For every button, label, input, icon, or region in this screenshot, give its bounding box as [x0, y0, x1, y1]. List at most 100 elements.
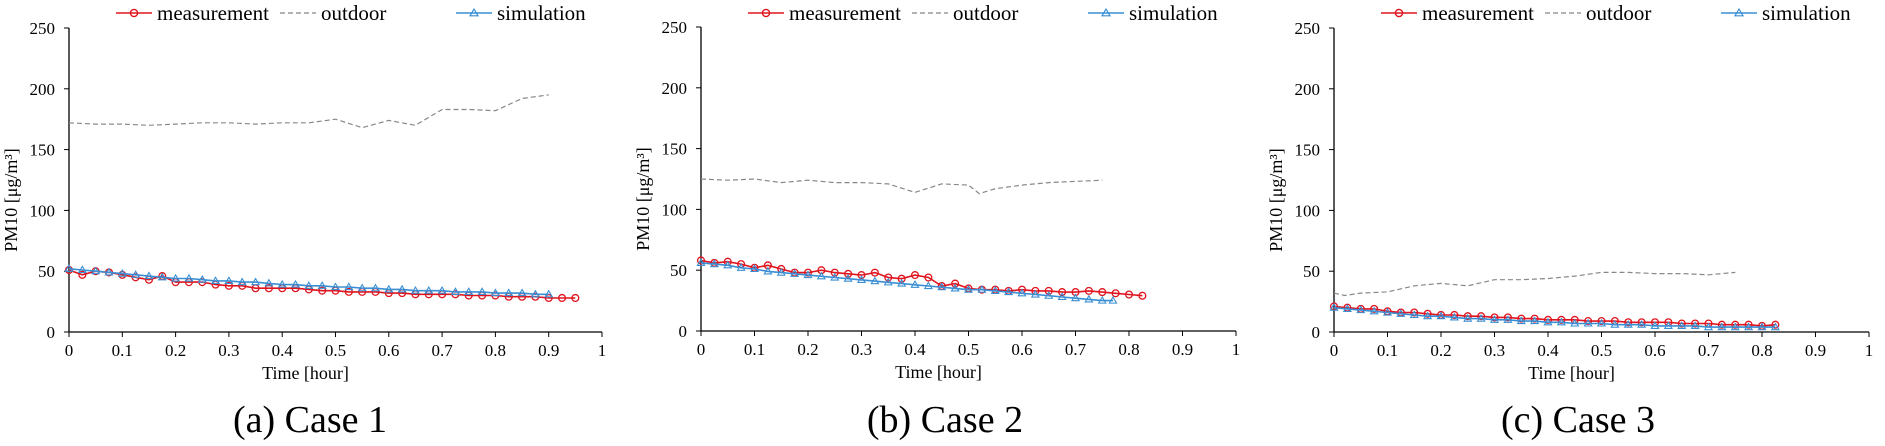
y-axis-label: PM10 [μg/m³] — [633, 147, 653, 251]
legend-marker-simulation — [1733, 7, 1745, 17]
x-tick-label: 0.1 — [112, 341, 133, 360]
data-point-measurement — [78, 270, 87, 279]
x-tick-label: 0.8 — [1118, 340, 1139, 359]
data-point-simulation — [897, 278, 907, 287]
data-point-measurement — [1124, 290, 1134, 299]
data-point-simulation — [1650, 321, 1660, 329]
data-point-simulation — [211, 276, 221, 284]
data-point-simulation — [1476, 313, 1486, 322]
data-point-simulation — [77, 265, 87, 274]
x-tick-label: 0.6 — [1011, 340, 1032, 359]
y-tick-label: 50 — [1303, 262, 1320, 281]
legend-label-simulation: simulation — [497, 1, 586, 25]
x-tick-label: 0.4 — [1537, 341, 1559, 360]
series-line-simulation — [68, 268, 549, 296]
data-point-simulation — [517, 288, 527, 297]
data-point-measurement — [1044, 286, 1053, 295]
data-point-simulation — [477, 287, 487, 295]
y-axis-label: PM10 [μg/m³] — [1266, 148, 1286, 252]
y-tick-label: 200 — [1295, 80, 1321, 99]
legend-label-simulation: simulation — [1129, 1, 1218, 25]
data-point-measurement — [696, 256, 706, 265]
data-point-simulation — [224, 276, 234, 284]
data-point-measurement — [1370, 304, 1379, 313]
data-point-simulation — [937, 282, 947, 291]
data-point-measurement — [1098, 288, 1107, 297]
x-tick-label: 0.2 — [797, 340, 818, 359]
data-point-simulation — [1757, 322, 1767, 331]
legend-marker-measurement — [129, 8, 139, 18]
data-point-simulation — [790, 269, 800, 277]
x-tick-label: 0.2 — [165, 341, 186, 360]
y-tick-label: 250 — [1295, 19, 1321, 38]
data-point-measurement — [844, 269, 853, 278]
data-point-simulation — [1004, 287, 1014, 296]
y-tick-label: 100 — [1295, 201, 1321, 220]
x-tick-label: 0.9 — [1172, 340, 1193, 359]
data-point-measurement — [1744, 320, 1753, 329]
data-point-simulation — [184, 273, 194, 282]
y-tick-label: 0 — [679, 322, 688, 341]
data-point-measurement — [910, 271, 920, 280]
data-point-simulation — [1677, 321, 1687, 329]
data-point-simulation — [304, 281, 314, 289]
data-point-simulation — [1730, 322, 1740, 331]
data-point-simulation — [1409, 310, 1419, 319]
data-point-measurement — [870, 268, 879, 277]
data-point-simulation — [1516, 316, 1526, 325]
data-point-simulation — [1690, 321, 1700, 329]
legend-label-measurement: measurement — [789, 1, 901, 25]
y-tick-label: 250 — [662, 18, 688, 37]
data-point-simulation — [870, 276, 880, 285]
data-point-simulation — [277, 279, 287, 288]
data-point-measurement — [1111, 289, 1120, 298]
data-point-measurement — [557, 293, 567, 303]
data-point-simulation — [530, 289, 540, 298]
y-tick-label: 0 — [1312, 323, 1321, 342]
data-point-simulation — [1342, 304, 1352, 312]
data-point-simulation — [1717, 322, 1727, 331]
data-point-measurement — [264, 284, 273, 293]
y-tick-label: 200 — [30, 80, 56, 99]
data-point-simulation — [1623, 320, 1633, 328]
data-point-simulation — [1436, 311, 1446, 320]
data-point-simulation — [1057, 292, 1067, 301]
data-point-measurement — [1517, 314, 1526, 323]
chart-panel-3: 0 0.1 0.2 0.3 0.4 0.5 0.6 0.7 0.8 0.9 1 0 50 100 150 20… — [1266, 1, 1873, 383]
data-point-measurement — [1490, 313, 1499, 322]
data-point-simulation — [709, 259, 719, 268]
legend-marker-measurement — [761, 8, 771, 18]
data-point-simulation — [424, 285, 434, 294]
data-point-measurement — [1503, 313, 1512, 322]
x-tick-label: 0.3 — [1484, 341, 1505, 360]
series-line-measurement — [700, 259, 1143, 297]
data-point-simulation — [91, 266, 101, 275]
data-point-measurement — [1597, 317, 1606, 326]
data-point-simulation — [250, 277, 261, 286]
x-tick-label: 0.2 — [1430, 341, 1451, 360]
data-point-measurement — [1410, 308, 1419, 317]
x-axis-label: Time [hour] — [262, 363, 349, 383]
data-point-measurement — [1731, 320, 1740, 329]
data-point-simulation — [1044, 291, 1054, 299]
legend-marker-simulation — [1100, 7, 1112, 17]
data-point-simulation — [1744, 322, 1754, 331]
x-tick-label: 0.7 — [1698, 341, 1720, 360]
chart-panel-2: 0 0.1 0.2 0.3 0.4 0.5 0.6 0.7 0.8 0.9 1 0 50 100 150 20… — [633, 1, 1240, 382]
data-point-measurement — [1557, 315, 1566, 324]
series-line-simulation — [700, 262, 1113, 302]
data-point-simulation — [856, 275, 867, 283]
data-point-simulation — [736, 263, 746, 271]
data-point-simulation — [816, 271, 826, 280]
data-point-simulation — [437, 285, 447, 294]
data-point-simulation — [696, 258, 706, 266]
data-point-measurement — [1477, 312, 1486, 321]
caption-case-2: (b) Case 2 — [866, 399, 1024, 441]
x-tick-label: 0 — [65, 341, 74, 360]
data-point-simulation — [776, 267, 786, 276]
data-point-measurement — [1530, 314, 1539, 323]
x-tick-label: 0.5 — [325, 341, 346, 360]
caption-case-1: (a) Case 1 — [232, 399, 388, 441]
data-point-measurement — [1584, 317, 1593, 326]
